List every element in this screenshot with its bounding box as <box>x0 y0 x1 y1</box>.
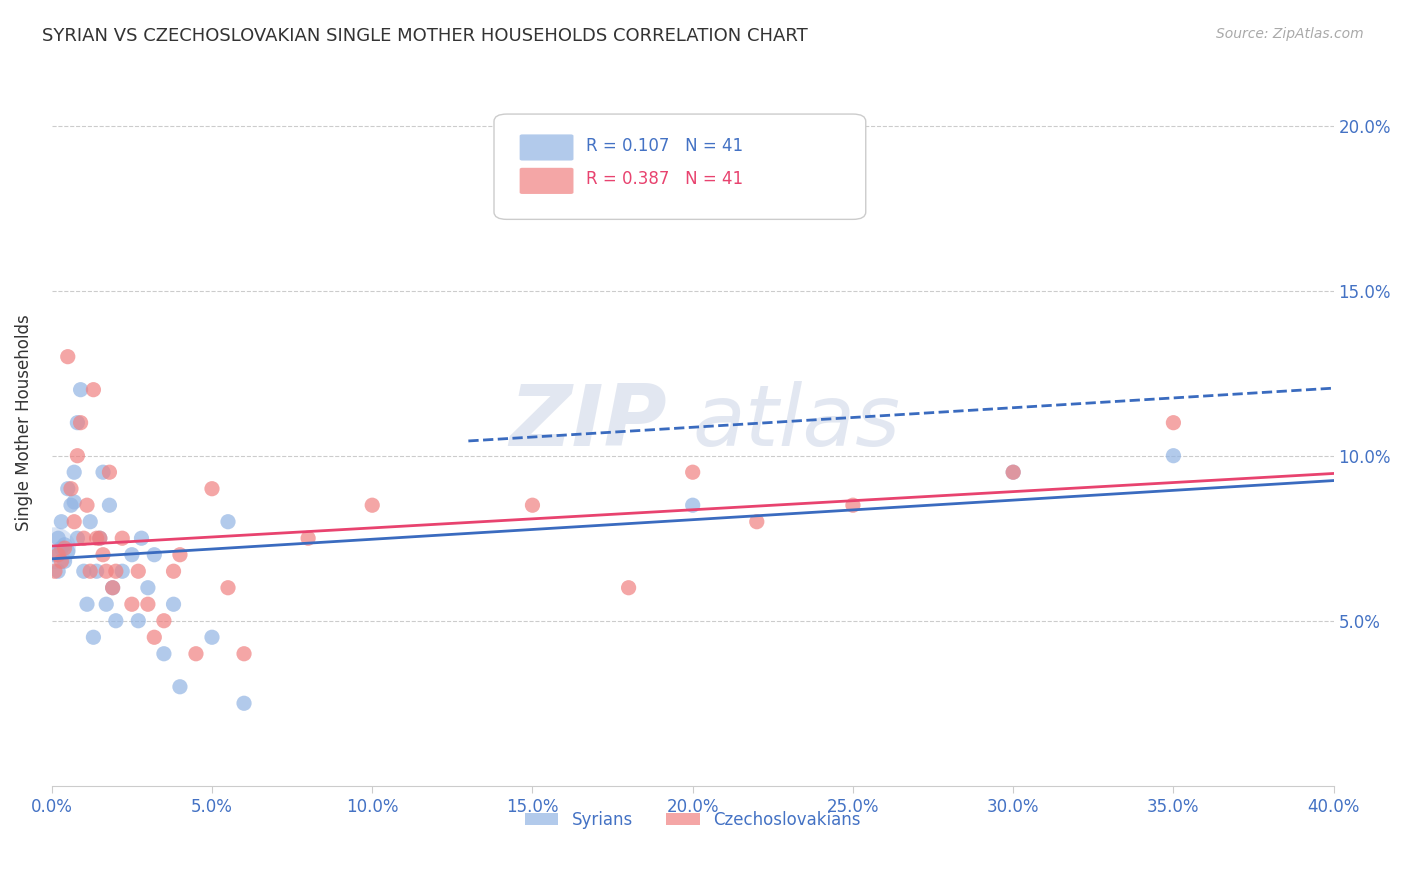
Point <box>59 482 82 496</box>
Point <box>56 544 79 558</box>
Point <box>153 614 176 628</box>
Point <box>46 564 69 578</box>
Point <box>76 597 98 611</box>
Point <box>46 531 69 545</box>
Point <box>56 482 79 496</box>
Point <box>89 531 111 545</box>
Point <box>98 498 121 512</box>
Point <box>233 647 256 661</box>
Text: ZIP: ZIP <box>509 381 666 464</box>
Point <box>91 548 114 562</box>
Point <box>51 515 73 529</box>
Y-axis label: Single Mother Households: Single Mother Households <box>15 314 32 531</box>
Point <box>121 597 143 611</box>
Point <box>44 541 66 555</box>
Point <box>101 581 124 595</box>
Point <box>44 564 66 578</box>
FancyBboxPatch shape <box>520 168 574 194</box>
Point <box>59 498 82 512</box>
Point <box>98 465 121 479</box>
Point <box>682 465 704 479</box>
Point <box>217 515 239 529</box>
Text: R = 0.387   N = 41: R = 0.387 N = 41 <box>586 170 744 188</box>
Point <box>66 449 89 463</box>
Point <box>76 498 98 512</box>
Point <box>127 564 149 578</box>
Point <box>104 564 127 578</box>
Point <box>297 531 319 545</box>
Point <box>162 597 184 611</box>
Point <box>617 581 640 595</box>
Point <box>53 541 76 555</box>
Point <box>153 647 176 661</box>
Point <box>66 531 89 545</box>
Point <box>53 538 76 552</box>
Point <box>1002 465 1025 479</box>
Point <box>73 531 96 545</box>
Point <box>184 647 207 661</box>
Point <box>82 630 104 644</box>
Point <box>96 597 118 611</box>
Point <box>201 482 224 496</box>
Point <box>169 680 191 694</box>
Point <box>745 515 768 529</box>
Point <box>63 515 86 529</box>
Point <box>127 614 149 628</box>
Point <box>201 630 224 644</box>
Point <box>361 498 384 512</box>
Point <box>82 383 104 397</box>
Point <box>143 630 166 644</box>
Text: SYRIAN VS CZECHOSLOVAKIAN SINGLE MOTHER HOUSEHOLDS CORRELATION CHART: SYRIAN VS CZECHOSLOVAKIAN SINGLE MOTHER … <box>42 27 808 45</box>
Point <box>217 581 239 595</box>
Point <box>53 554 76 568</box>
FancyBboxPatch shape <box>494 114 866 219</box>
Point <box>69 383 91 397</box>
Point <box>69 416 91 430</box>
Legend: Syrians, Czechoslovakians: Syrians, Czechoslovakians <box>519 805 868 836</box>
Point <box>51 541 73 555</box>
Point <box>44 548 66 562</box>
Point <box>682 498 704 512</box>
Point <box>842 498 865 512</box>
Point <box>63 465 86 479</box>
Point <box>104 614 127 628</box>
Point <box>1163 416 1185 430</box>
Point <box>169 548 191 562</box>
Text: R = 0.107   N = 41: R = 0.107 N = 41 <box>586 137 744 155</box>
Point <box>56 350 79 364</box>
Text: atlas: atlas <box>693 381 901 464</box>
Point <box>121 548 143 562</box>
Point <box>136 581 159 595</box>
Point <box>111 564 134 578</box>
Point <box>46 548 69 562</box>
Point <box>101 581 124 595</box>
Point <box>66 416 89 430</box>
Point <box>131 531 153 545</box>
Point <box>1163 449 1185 463</box>
Point <box>96 564 118 578</box>
FancyBboxPatch shape <box>520 135 574 161</box>
Point <box>51 554 73 568</box>
Point <box>233 696 256 710</box>
Point <box>522 498 544 512</box>
Point <box>86 531 108 545</box>
Point <box>79 564 101 578</box>
Point <box>1002 465 1025 479</box>
Point <box>79 515 101 529</box>
Point <box>136 597 159 611</box>
Point <box>89 531 111 545</box>
Point <box>86 564 108 578</box>
Point <box>143 548 166 562</box>
Point <box>73 564 96 578</box>
Point <box>91 465 114 479</box>
Text: Source: ZipAtlas.com: Source: ZipAtlas.com <box>1216 27 1364 41</box>
Point <box>111 531 134 545</box>
Point <box>162 564 184 578</box>
Point <box>63 495 86 509</box>
